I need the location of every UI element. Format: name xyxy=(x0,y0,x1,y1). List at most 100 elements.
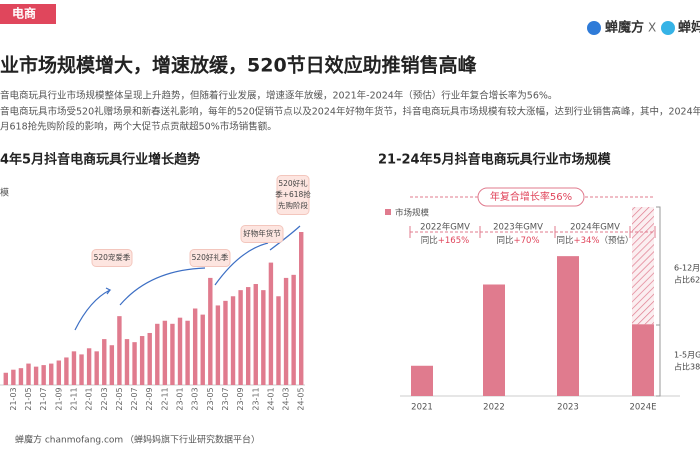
x-tick-label: 21-07 xyxy=(39,387,48,410)
annotation: 季+618抢 xyxy=(275,189,311,199)
x-tick-label: 21-11 xyxy=(69,387,78,410)
share-bracket xyxy=(656,206,661,397)
x-tick-label: 2024E xyxy=(629,403,656,413)
x-tick-label: 2023 xyxy=(557,403,579,413)
x-tick-label: 22-01 xyxy=(85,387,94,410)
source-note: （蝉妈妈旗下行业研究数据平台） xyxy=(125,434,260,446)
bar xyxy=(18,368,24,385)
annotation-box xyxy=(189,249,231,267)
bar xyxy=(192,308,198,385)
bar xyxy=(41,365,46,385)
bar xyxy=(139,336,145,385)
bar xyxy=(3,372,8,385)
bar xyxy=(283,277,289,385)
x-tick-label: 2022 xyxy=(483,403,505,413)
x-tick-label: 23-05 xyxy=(206,387,215,410)
growth-change: 同比+165% xyxy=(421,235,469,246)
x-tick-label: 21-05 xyxy=(24,387,33,410)
bar xyxy=(49,363,54,385)
x-tick-label: 23-11 xyxy=(251,387,260,410)
x-tick-label: 2021 xyxy=(411,403,433,413)
intro-line: 音电商玩具市场受520礼赠场景和新春送礼影响，每年的520促销节点以及2024年… xyxy=(0,106,700,118)
bar xyxy=(215,305,221,385)
growth-value: +70% xyxy=(514,236,540,246)
growth-note: （预估） xyxy=(600,235,634,246)
x-tick-label: 22-07 xyxy=(130,387,139,410)
bar xyxy=(177,317,183,385)
growth-value: +34% xyxy=(573,236,599,246)
bar xyxy=(238,290,243,385)
growth-prefix: 同比 xyxy=(421,235,438,246)
annotation: 先购阶段 xyxy=(278,200,308,210)
x-tick-label: 23-09 xyxy=(236,387,245,410)
bar xyxy=(162,320,168,385)
annotation-box xyxy=(276,175,310,215)
logo-icon xyxy=(587,21,601,35)
bar xyxy=(557,256,579,396)
x-tick-label: 22-03 xyxy=(100,387,109,410)
logo: 蝉妈 xyxy=(678,20,700,36)
bar xyxy=(132,342,137,385)
share-value: 占比62 xyxy=(674,275,700,285)
x-tick-label: 21-03 xyxy=(9,387,18,410)
annotation: 520宠爱季 xyxy=(94,252,131,262)
cagr-label: 年复合增长率56% xyxy=(490,190,572,203)
annotation: 520好礼季 xyxy=(192,252,229,262)
trend-arrows xyxy=(74,225,301,331)
x-tick-label: 24-03 xyxy=(282,387,291,410)
bar xyxy=(299,232,304,385)
annotation: 好物年货节 xyxy=(243,228,281,238)
bar xyxy=(94,351,99,385)
source: 蝉魔方 chanmofang.com xyxy=(15,434,123,446)
bar xyxy=(253,284,258,385)
x-tick-label: 22-09 xyxy=(145,387,154,410)
share-value: 占比38 xyxy=(674,362,700,372)
x-tick-label: 24-05 xyxy=(297,387,306,410)
bar xyxy=(33,366,39,385)
intro-line: 音电商玩具行业市场规模整体呈现上升趋势，但随着行业发展，增速逐年放缓，2021年… xyxy=(0,90,557,102)
bar xyxy=(64,357,69,385)
growth-label: 2023年GMV xyxy=(493,222,543,233)
bar xyxy=(411,365,433,396)
bar xyxy=(230,296,236,385)
bar xyxy=(56,360,62,385)
annotation-box xyxy=(240,225,284,243)
bar xyxy=(26,363,31,385)
bar xyxy=(185,320,190,385)
bar xyxy=(86,348,92,385)
share-label: 1-5月GI xyxy=(674,351,700,360)
bar xyxy=(632,324,654,396)
x-tick-label: 22-11 xyxy=(160,387,169,410)
legend-swatch xyxy=(385,209,391,215)
x-tick-label: 23-07 xyxy=(221,387,230,410)
growth-value: +165% xyxy=(438,236,469,246)
bar xyxy=(245,287,251,385)
bar xyxy=(208,277,213,385)
growth-prefix: 同比 xyxy=(496,235,513,246)
bar xyxy=(261,290,266,385)
legend-label: 市场规模 xyxy=(395,208,430,219)
share-label: 6-12月( xyxy=(674,264,700,273)
bar xyxy=(71,351,77,385)
x-tick-label: 24-01 xyxy=(266,387,275,410)
x-tick-label: 22-05 xyxy=(115,387,124,410)
growth-change: 同比+70% xyxy=(496,235,539,246)
growth-change: 同比+34%（预估） xyxy=(556,235,633,246)
cagr-box xyxy=(477,187,585,207)
growth-label: 2022年GMV xyxy=(420,222,470,233)
bar xyxy=(483,284,505,396)
bar xyxy=(79,354,84,385)
x-tick-label: 21-09 xyxy=(54,387,63,410)
x-tick-label: 23-01 xyxy=(176,387,185,410)
chart-title: 4年5月抖音电商玩具行业增长趋势 xyxy=(0,152,200,168)
bar xyxy=(124,339,130,385)
bar xyxy=(102,339,107,385)
bar xyxy=(11,369,16,385)
logo: 蝉魔方 xyxy=(605,20,644,36)
bar xyxy=(117,316,122,385)
bar xyxy=(632,207,654,325)
y-axis-label: 模 xyxy=(0,188,9,199)
tag: 电商 xyxy=(12,6,36,21)
